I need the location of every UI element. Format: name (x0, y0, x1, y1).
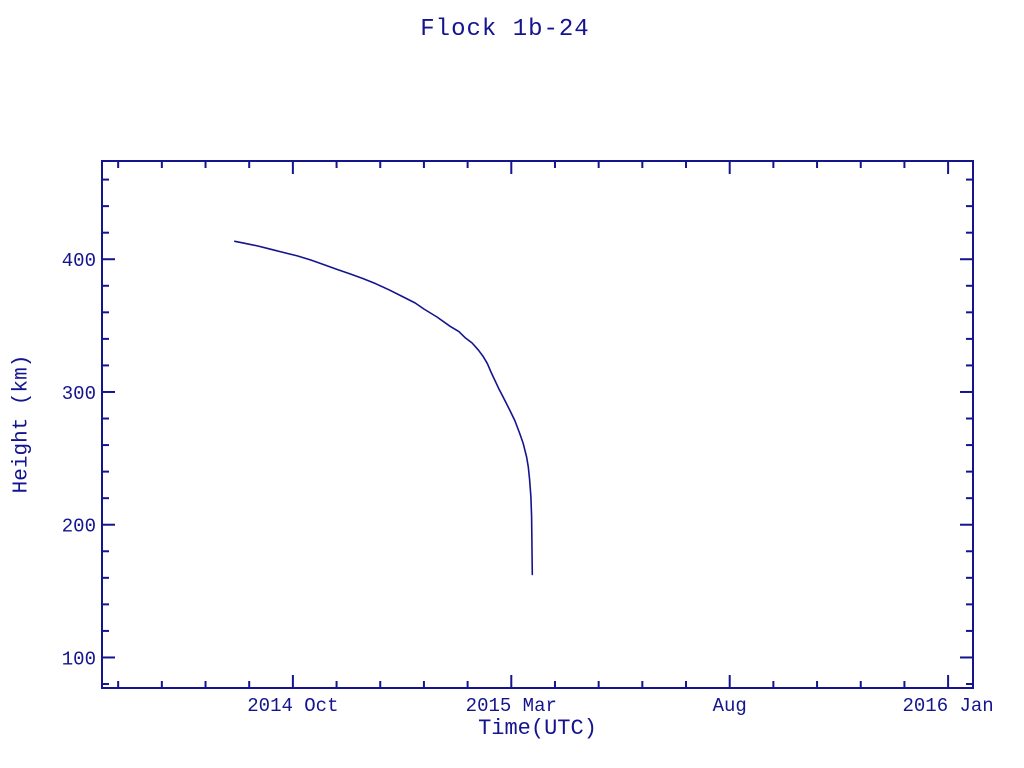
y-axis-ticks (102, 178, 973, 686)
x-tick-label: 2015 Mar (466, 695, 557, 717)
x-tick-label: 2014 Oct (247, 695, 338, 717)
x-tick-label: 2016 Jan (902, 695, 993, 717)
x-tick-label: Aug (713, 695, 747, 717)
plot-frame (101, 160, 974, 689)
x-axis-label: Time(UTC) (478, 716, 597, 741)
y-tick-label: 400 (62, 250, 96, 272)
y-tick-label: 300 (62, 383, 96, 405)
y-tick-label: 200 (62, 516, 96, 538)
y-tick-labels: 100 200 300 400 (62, 250, 96, 670)
chart-title: Flock 1b-24 (420, 16, 590, 43)
x-axis-ticks (117, 161, 950, 688)
x-tick-labels: 2014 Oct 2015 Mar Aug 2016 Jan (247, 695, 993, 717)
y-tick-label: 100 (62, 648, 96, 670)
decay-curve (234, 240, 534, 576)
